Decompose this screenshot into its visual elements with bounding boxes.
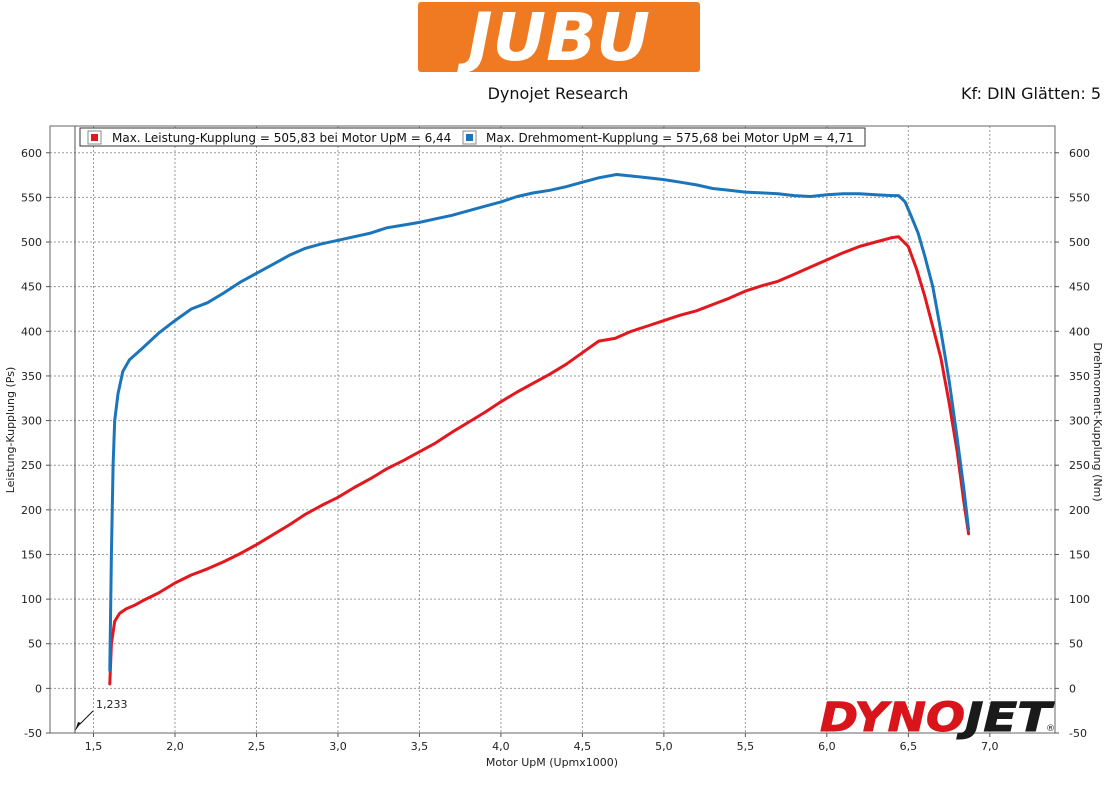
y-tick-label-left: 400 <box>21 325 42 338</box>
y-tick-label-right: 50 <box>1069 638 1083 651</box>
x-tick-label: 5,5 <box>737 740 755 753</box>
chart-subtitle: Dynojet Research <box>487 84 629 103</box>
y-tick-label-right: 350 <box>1069 370 1090 383</box>
legend-torque-label: Max. Drehmoment-Kupplung = 575,68 bei Mo… <box>486 131 854 145</box>
y-tick-label-right: 100 <box>1069 593 1090 606</box>
x-tick-label: 5,0 <box>655 740 673 753</box>
y-tick-label-left: 500 <box>21 236 42 249</box>
cursor-marker: 1,233 <box>75 698 128 731</box>
registered-mark: ® <box>1046 724 1055 734</box>
y-tick-label-left: 150 <box>21 548 42 561</box>
legend: Max. Leistung-Kupplung = 505,83 bei Moto… <box>79 127 866 147</box>
plot-frame <box>49 125 1056 734</box>
legend-power-label: Max. Leistung-Kupplung = 505,83 bei Moto… <box>112 131 451 145</box>
x-tick-label: 2,5 <box>248 740 266 753</box>
y-tick-label-right: -50 <box>1069 727 1087 740</box>
axis-ticks: 1,5 2,0 2,5 3,0 3,5 4,0 4,5 5,0 5,5 6,0 6,5 7,0 -50 -… <box>21 147 1090 753</box>
y-tick-label-right: 400 <box>1069 325 1090 338</box>
y-tick-label-right: 550 <box>1069 191 1090 204</box>
y-tick-label-right: 600 <box>1069 147 1090 160</box>
power-curve <box>108 235 971 686</box>
correction-settings: Kf: DIN Glätten: 5 <box>961 84 1101 103</box>
y-tick-label-left: 250 <box>21 459 42 472</box>
series-lines <box>108 173 971 686</box>
x-axis-title: Motor UpM (Upmx1000) <box>486 756 618 769</box>
dynojet-text-black: JET <box>956 695 1054 741</box>
cursor-label: 1,233 <box>96 698 128 711</box>
legend-marker-torque <box>466 134 473 141</box>
y-tick-label-left: 450 <box>21 281 42 294</box>
y-tick-label-left: 50 <box>28 638 42 651</box>
y-tick-label-left: 350 <box>21 370 42 383</box>
logo-text: JUBU <box>457 2 650 72</box>
y-axis-left-title: Leistung-Kupplung (Ps) <box>4 367 17 494</box>
x-tick-label: 6,5 <box>900 740 918 753</box>
y-tick-label-left: 550 <box>21 191 42 204</box>
y-tick-label-right: 450 <box>1069 281 1090 294</box>
y-tick-label-right: 300 <box>1069 415 1090 428</box>
legend-marker-power <box>91 134 98 141</box>
y-tick-label-left: -50 <box>24 727 42 740</box>
jubu-logo-graphic: JUBU <box>418 0 700 76</box>
cursor-arrow-line <box>79 710 94 725</box>
torque-curve <box>108 173 971 672</box>
y-axis-right-title: Drehmoment-Kupplung (Nm) <box>1091 342 1104 501</box>
x-tick-label: 7,0 <box>981 740 999 753</box>
y-tick-label-right: 150 <box>1069 548 1090 561</box>
logo-background <box>418 2 700 72</box>
x-tick-label: 1,5 <box>85 740 103 753</box>
x-tick-label: 4,0 <box>492 740 510 753</box>
y-tick-label-right: 500 <box>1069 236 1090 249</box>
jubu-logo: JUBU <box>418 0 700 76</box>
x-tick-label: 3,5 <box>411 740 429 753</box>
dynojet-watermark: DYNO JET ® <box>820 695 1056 742</box>
y-tick-label-right: 0 <box>1069 682 1076 695</box>
x-tick-label: 2,0 <box>166 740 184 753</box>
grid-lines <box>50 126 1055 734</box>
y-tick-label-right: 200 <box>1069 504 1090 517</box>
dynojet-text-red: DYNO <box>820 695 965 741</box>
y-tick-label-left: 600 <box>21 147 42 160</box>
y-tick-label-left: 200 <box>21 504 42 517</box>
y-tick-label-right: 250 <box>1069 459 1090 472</box>
y-tick-label-left: 300 <box>21 415 42 428</box>
x-tick-label: 4,5 <box>574 740 592 753</box>
x-tick-label: 6,0 <box>818 740 836 753</box>
y-tick-label-left: 100 <box>21 593 42 606</box>
x-tick-label: 3,0 <box>329 740 347 753</box>
y-tick-label-left: 0 <box>35 682 42 695</box>
cursor-arrow-icon <box>75 722 81 731</box>
